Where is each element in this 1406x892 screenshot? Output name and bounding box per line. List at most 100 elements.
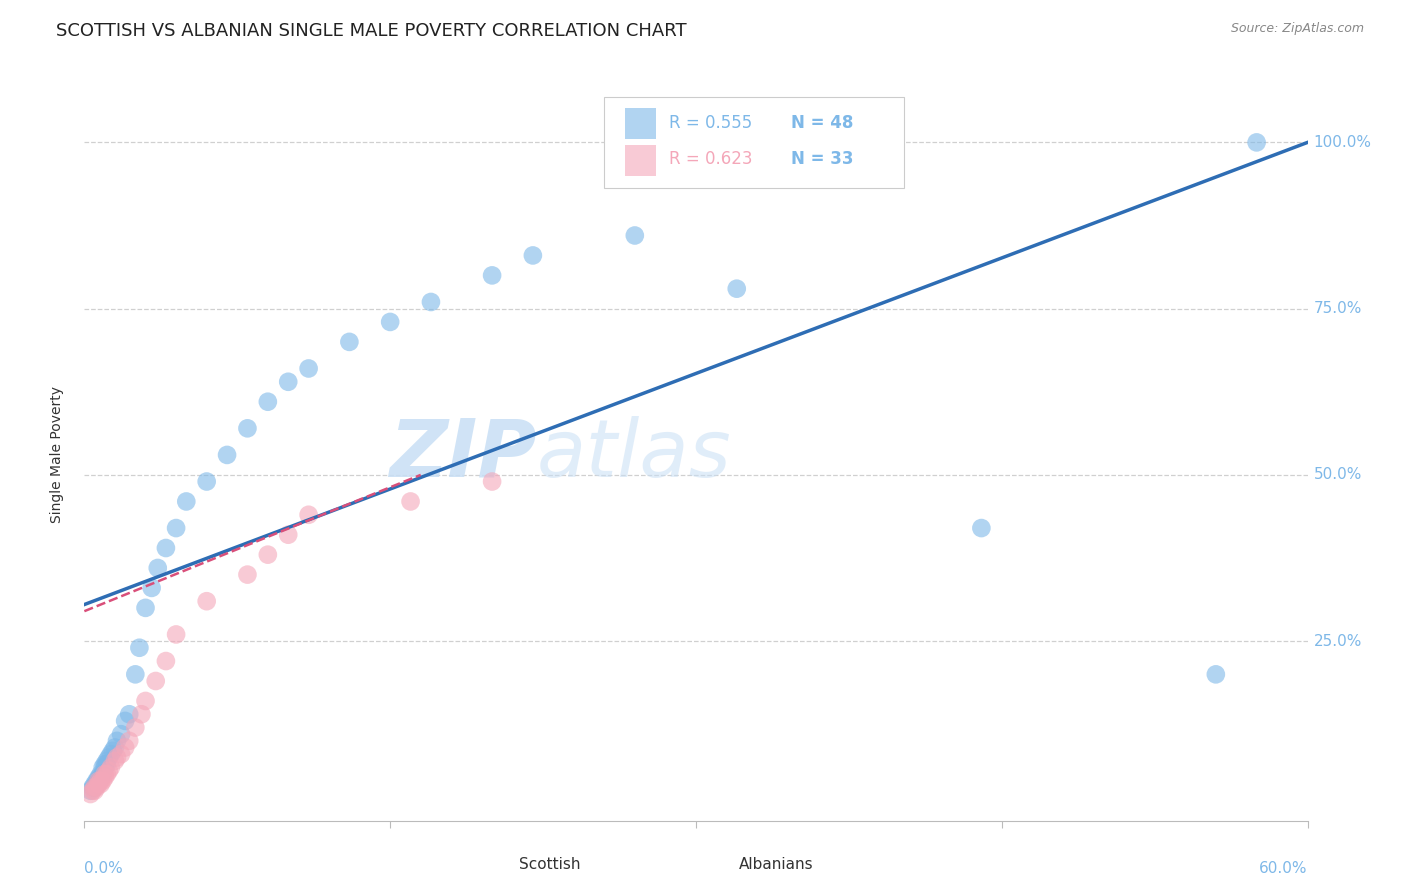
Point [101, 744, 124, 758]
Point [93, 760, 115, 774]
Point [118, 734, 141, 748]
Point [110, 727, 132, 741]
Text: 50.0%: 50.0% [1313, 467, 1362, 483]
Point [87, 773, 110, 788]
Point [86, 777, 108, 791]
FancyBboxPatch shape [626, 108, 655, 139]
Text: N = 48: N = 48 [792, 114, 853, 132]
Point [1246, 136, 1268, 150]
Point [86, 773, 108, 788]
Text: atlas: atlas [537, 416, 731, 494]
Point [624, 228, 647, 243]
Point [91, 760, 114, 774]
Text: ZIP: ZIP [389, 416, 537, 494]
Point [96, 754, 118, 768]
Point [83, 783, 105, 797]
Point [141, 581, 163, 595]
FancyBboxPatch shape [696, 851, 727, 880]
Point [91, 767, 114, 781]
Point [90, 771, 112, 785]
Point [82, 780, 104, 795]
Text: Scottish: Scottish [519, 857, 581, 872]
Point [522, 248, 544, 262]
Point [165, 627, 187, 641]
Point [87, 777, 110, 791]
Point [970, 521, 993, 535]
Point [257, 548, 280, 562]
Point [257, 394, 280, 409]
Text: Source: ZipAtlas.com: Source: ZipAtlas.com [1230, 22, 1364, 36]
Point [135, 600, 157, 615]
Point [93, 757, 115, 772]
Text: 0.0%: 0.0% [84, 861, 124, 876]
Point [298, 508, 321, 522]
Point [399, 494, 422, 508]
Point [195, 475, 218, 489]
Point [155, 541, 177, 555]
Text: 100.0%: 100.0% [1313, 135, 1372, 150]
Text: 25.0%: 25.0% [1313, 633, 1362, 648]
Point [481, 268, 503, 283]
Point [131, 707, 153, 722]
Point [105, 734, 128, 748]
Point [124, 721, 146, 735]
Point [93, 767, 115, 781]
Point [114, 740, 136, 755]
Point [91, 773, 114, 788]
Point [82, 783, 104, 797]
Point [217, 448, 239, 462]
Point [420, 295, 443, 310]
Point [104, 740, 127, 755]
Point [100, 760, 122, 774]
Point [110, 747, 132, 761]
Point [96, 767, 118, 781]
Point [97, 750, 120, 764]
Point [277, 527, 299, 541]
Point [236, 567, 259, 582]
Point [93, 771, 115, 785]
FancyBboxPatch shape [605, 96, 904, 188]
FancyBboxPatch shape [475, 851, 506, 880]
FancyBboxPatch shape [626, 145, 655, 176]
Point [155, 654, 177, 668]
Point [90, 767, 112, 781]
Y-axis label: Single Male Poverty: Single Male Poverty [49, 386, 63, 524]
Point [87, 773, 110, 788]
Point [725, 282, 748, 296]
Point [90, 773, 112, 788]
Point [100, 747, 122, 761]
Point [165, 521, 187, 535]
Point [79, 787, 101, 801]
Point [174, 494, 197, 508]
Point [124, 667, 146, 681]
Point [135, 694, 157, 708]
Text: N = 33: N = 33 [792, 151, 853, 169]
Point [104, 754, 127, 768]
Point [145, 673, 167, 688]
Point [128, 640, 150, 655]
Point [298, 361, 321, 376]
Point [87, 771, 110, 785]
Point [83, 777, 105, 791]
Point [195, 594, 218, 608]
Text: SCOTTISH VS ALBANIAN SINGLE MALE POVERTY CORRELATION CHART: SCOTTISH VS ALBANIAN SINGLE MALE POVERTY… [56, 22, 688, 40]
Text: R = 0.555: R = 0.555 [669, 114, 752, 132]
Text: 75.0%: 75.0% [1313, 301, 1362, 316]
Text: Albanians: Albanians [738, 857, 814, 872]
Text: R = 0.623: R = 0.623 [669, 151, 752, 169]
Point [118, 707, 141, 722]
Point [86, 780, 108, 795]
Point [146, 561, 169, 575]
Point [236, 421, 259, 435]
Text: 60.0%: 60.0% [1260, 861, 1308, 876]
Point [96, 757, 118, 772]
Point [83, 780, 105, 795]
Point [90, 777, 112, 791]
Point [339, 334, 360, 349]
Point [79, 783, 101, 797]
Point [277, 375, 299, 389]
Point [481, 475, 503, 489]
Point [105, 750, 128, 764]
Point [83, 780, 105, 795]
Point [97, 764, 120, 778]
